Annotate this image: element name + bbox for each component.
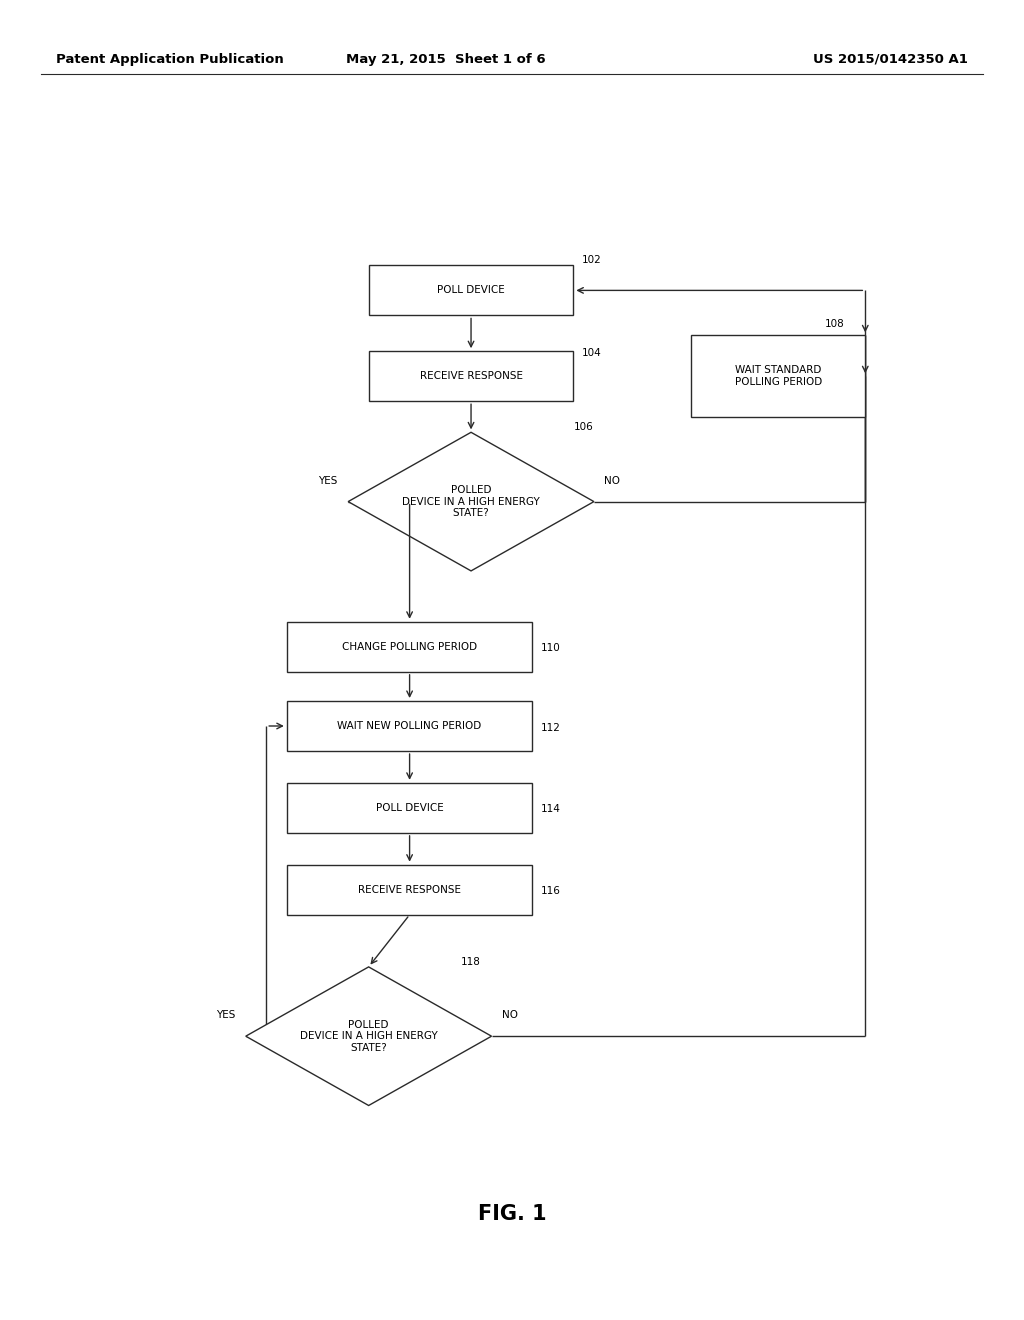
FancyBboxPatch shape [287, 622, 532, 672]
Text: 110: 110 [541, 643, 560, 653]
Text: NO: NO [604, 475, 621, 486]
Polygon shape [246, 966, 492, 1106]
Text: WAIT NEW POLLING PERIOD: WAIT NEW POLLING PERIOD [338, 721, 481, 731]
Text: 108: 108 [824, 318, 844, 329]
Text: 102: 102 [582, 255, 601, 265]
Text: RECEIVE RESPONSE: RECEIVE RESPONSE [358, 884, 461, 895]
Text: 116: 116 [541, 886, 560, 896]
Text: May 21, 2015  Sheet 1 of 6: May 21, 2015 Sheet 1 of 6 [346, 53, 545, 66]
Text: 106: 106 [573, 422, 593, 433]
FancyBboxPatch shape [369, 351, 573, 401]
Text: 112: 112 [541, 722, 560, 733]
Text: US 2015/0142350 A1: US 2015/0142350 A1 [813, 53, 968, 66]
Text: YES: YES [216, 1010, 236, 1020]
Text: POLL DEVICE: POLL DEVICE [376, 803, 443, 813]
FancyBboxPatch shape [369, 265, 573, 315]
FancyBboxPatch shape [287, 865, 532, 915]
Text: POLL DEVICE: POLL DEVICE [437, 285, 505, 296]
Text: 104: 104 [582, 347, 601, 358]
FancyBboxPatch shape [287, 701, 532, 751]
FancyBboxPatch shape [287, 783, 532, 833]
Polygon shape [348, 433, 594, 570]
Text: FIG. 1: FIG. 1 [477, 1204, 547, 1225]
Text: NO: NO [502, 1010, 518, 1020]
Text: Patent Application Publication: Patent Application Publication [56, 53, 284, 66]
Text: POLLED
DEVICE IN A HIGH ENERGY
STATE?: POLLED DEVICE IN A HIGH ENERGY STATE? [402, 484, 540, 519]
Text: CHANGE POLLING PERIOD: CHANGE POLLING PERIOD [342, 642, 477, 652]
Text: 114: 114 [541, 804, 560, 814]
Text: RECEIVE RESPONSE: RECEIVE RESPONSE [420, 371, 522, 381]
Text: 118: 118 [461, 957, 480, 966]
FancyBboxPatch shape [691, 335, 865, 417]
Text: WAIT STANDARD
POLLING PERIOD: WAIT STANDARD POLLING PERIOD [734, 366, 822, 387]
Text: POLLED
DEVICE IN A HIGH ENERGY
STATE?: POLLED DEVICE IN A HIGH ENERGY STATE? [300, 1019, 437, 1053]
Text: YES: YES [318, 475, 338, 486]
